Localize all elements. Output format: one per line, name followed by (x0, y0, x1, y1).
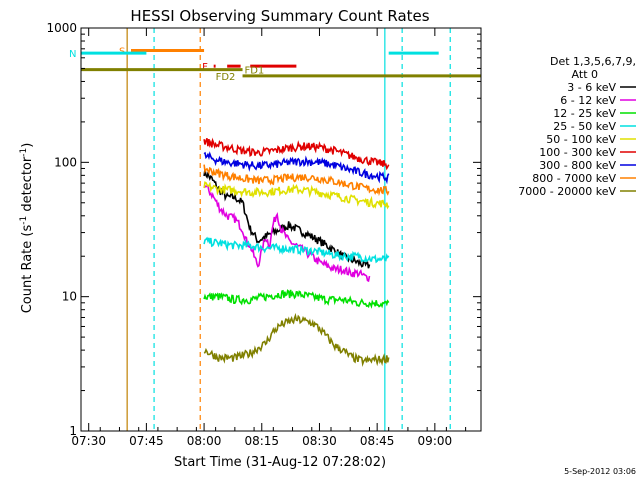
x-tick-label-0730: 07:30 (71, 434, 106, 448)
x-axis-label: Start Time (31-Aug-12 07:28:02) (174, 455, 386, 470)
legend-label-800-7000kev: 800 - 7000 keV (532, 172, 616, 185)
x-axis: 07:30 07:45 08:00 08:15 08:30 08:45 09:00 (71, 28, 467, 448)
series-line-25-50kev (203, 236, 390, 264)
legend-label-25-50kev: 25 - 50 keV (553, 120, 616, 133)
series-line-800-7000kev (203, 164, 390, 197)
footer-date-stamp: 5-Sep-2012 03:06 (564, 467, 636, 476)
legend-label-7000-20000kev: 7000 - 20000 keV (518, 185, 616, 198)
y-axis-label-main: Count Rate (s (20, 225, 35, 314)
y-tick-label-1000: 1000 (46, 21, 77, 35)
x-tick-label-0830: 08:30 (302, 434, 337, 448)
y-axis-label-mid: detector (20, 156, 35, 216)
chart-title: HESSI Observing Summary Count Rates (130, 7, 429, 25)
legend-label-6-12kev: 6 - 12 keV (560, 94, 616, 107)
y-axis-label-sup-1: -1 (19, 216, 29, 225)
legend-label-50-100kev: 50 - 100 keV (546, 133, 616, 146)
series-line-100-300kev (203, 137, 390, 171)
legend-label-12-25kev: 12 - 25 keV (553, 107, 616, 120)
x-tick-label-0815: 08:15 (244, 434, 279, 448)
legend-label-300-800kev: 300 - 800 keV (539, 159, 616, 172)
y-tick-label-10: 10 (62, 290, 77, 304)
x-tick-label-0900: 09:00 (418, 434, 453, 448)
y-axis-label-sup-2: -1 (19, 148, 29, 157)
y-axis-label-end: ) (20, 143, 35, 148)
annotation-label-fd2: FD2 (216, 72, 236, 83)
y-axis-label: Count Rate (s-1 detector-1) (19, 143, 35, 314)
legend-header-attenuator: Att 0 (572, 68, 598, 81)
y-axis: 1 10 100 1000 (46, 21, 481, 438)
legend-label-3-6kev: 3 - 6 keV (567, 81, 616, 94)
y-tick-label-1: 1 (69, 424, 77, 438)
plot-frame (80, 27, 482, 432)
annotation-label-n: N (69, 49, 76, 60)
series-line-7000-20000kev (203, 312, 390, 367)
x-tick-label-0800: 08:00 (187, 434, 222, 448)
x-tick-label-0845: 08:45 (360, 434, 395, 448)
series-line-50-100kev (203, 181, 390, 210)
y-tick-label-100: 100 (54, 155, 77, 169)
series-line-12-25kev (203, 289, 390, 309)
legend-label-100-300kev: 100 - 300 keV (539, 146, 616, 159)
legend-header-detectors: Det 1,3,5,6,7,9, (550, 55, 636, 68)
plot-area: SNFFD1FD2 (69, 28, 481, 431)
series-line-6-12kev (203, 184, 371, 283)
x-tick-label-0745: 07:45 (129, 434, 164, 448)
annotation-label-fd1: FD1 (244, 66, 264, 77)
series-line-300-800kev (203, 151, 390, 185)
annotation-label-f: F (202, 62, 208, 73)
